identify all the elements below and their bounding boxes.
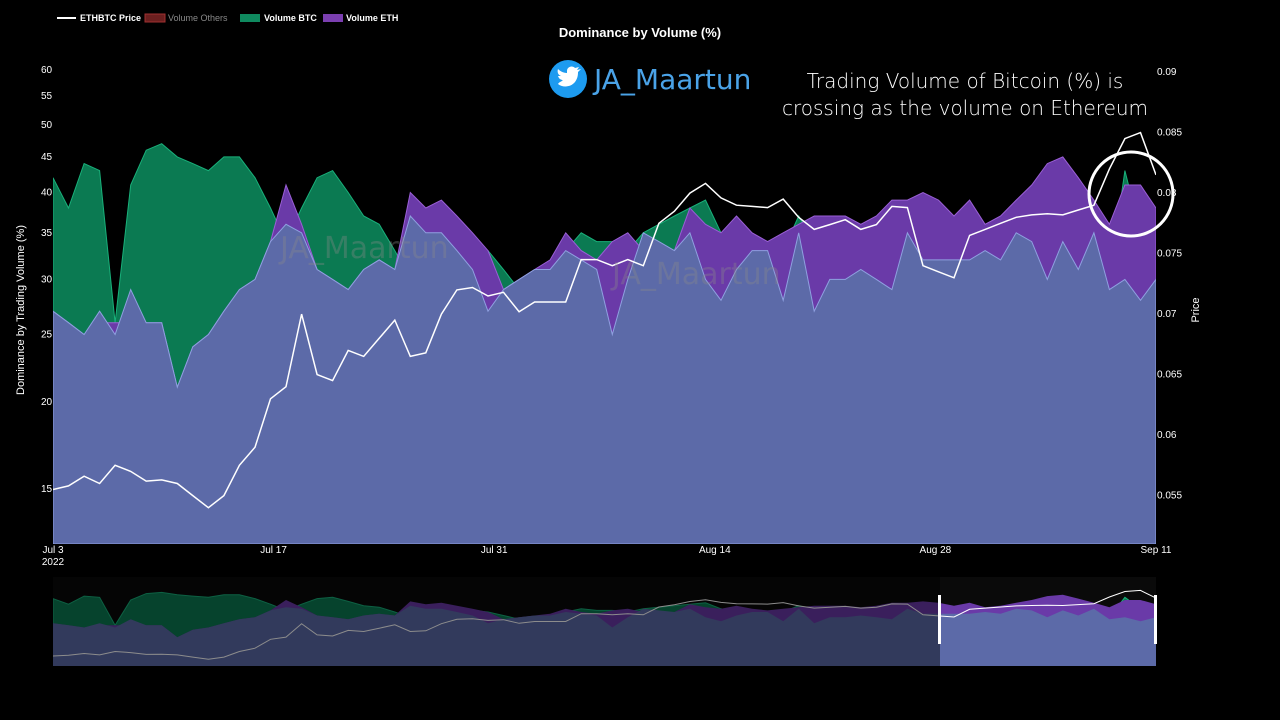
y-tick-label: 40 (41, 188, 53, 199)
mini-line-ethbtc-price (53, 589, 1156, 660)
y2-tick-label: 0.08 (1157, 188, 1177, 199)
watermark-text: JA_Maartun (610, 257, 781, 292)
y-tick-label: 25 (41, 330, 53, 341)
legend-item-volume-eth[interactable]: Volume ETH (323, 13, 398, 23)
range-slider-mask (53, 577, 940, 666)
twitter-handle-text: JA_Maartun (592, 63, 751, 96)
y-axis: 15 20 25 30 35 40 45 50 55 60 (41, 65, 53, 495)
x-tick-label: Sep 11 (1141, 545, 1172, 556)
y2-tick-label: 0.06 (1157, 430, 1177, 441)
y2-tick-label: 0.065 (1157, 370, 1182, 381)
area-volume-others (53, 215, 1156, 544)
y-tick-label: 60 (41, 65, 53, 76)
y2-tick-label: 0.09 (1157, 67, 1177, 78)
x-tick-year-label: 2022 (42, 557, 65, 568)
y-tick-label: 30 (41, 274, 53, 285)
twitter-handle: JA_Maartun (549, 60, 751, 98)
y-tick-label: 45 (41, 152, 53, 163)
range-slider-handle-left[interactable] (938, 595, 941, 644)
chart-title: Dominance by Volume (%) (559, 25, 721, 40)
legend-item-volume-btc[interactable]: Volume BTC (240, 13, 317, 23)
annotation-line-2: crossing as the volume on Ethereum (782, 96, 1148, 120)
mini-area-volume-others (53, 605, 1156, 666)
y2-tick-label: 0.085 (1157, 128, 1182, 139)
plot-area (53, 131, 1156, 544)
y2-tick-label: 0.055 (1157, 491, 1182, 502)
range-slider-handle-right[interactable] (1154, 595, 1157, 644)
y-tick-label: 50 (41, 120, 53, 131)
x-tick-label: Jul 17 (260, 545, 287, 556)
y-tick-label: 55 (41, 91, 53, 102)
legend-item-ethbtc-price[interactable]: ETHBTC Price (57, 13, 141, 23)
legend-label-volume-others: Volume Others (168, 13, 228, 23)
y2-axis-title: Price (1190, 297, 1202, 322)
range-slider[interactable] (53, 577, 1157, 666)
y2-tick-label: 0.07 (1157, 309, 1177, 320)
x-tick-label: Jul 31 (481, 545, 508, 556)
y-tick-label: 15 (41, 484, 53, 495)
y-tick-label: 20 (41, 397, 53, 408)
annotation: Trading Volume of Bitcoin (%) is crossin… (782, 69, 1148, 120)
legend-item-volume-others[interactable]: Volume Others (144, 13, 228, 23)
annotation-line-1: Trading Volume of Bitcoin (%) is (807, 69, 1124, 93)
legend: ETHBTC Price Volume Others Volume BTC Vo… (57, 13, 398, 23)
y-tick-label: 35 (41, 228, 53, 239)
highlight-circle (1087, 150, 1175, 238)
x-tick-label: Aug 28 (920, 545, 952, 556)
x-tick-label: Jul 3 (42, 545, 64, 556)
x-tick-label: Aug 14 (699, 545, 731, 556)
legend-label-volume-btc: Volume BTC (264, 13, 317, 23)
line-ethbtc-price (53, 131, 1156, 509)
watermark-text: JA_Maartun (278, 231, 449, 266)
y2-axis: 0.055 0.06 0.065 0.07 0.075 0.08 0.085 0.09 (1157, 67, 1182, 502)
legend-label-ethbtc-price: ETHBTC Price (80, 13, 141, 23)
y2-tick-label: 0.075 (1157, 249, 1182, 260)
legend-label-volume-eth: Volume ETH (346, 13, 398, 23)
y-axis-title: Dominance by Trading Volume (%) (15, 225, 27, 395)
